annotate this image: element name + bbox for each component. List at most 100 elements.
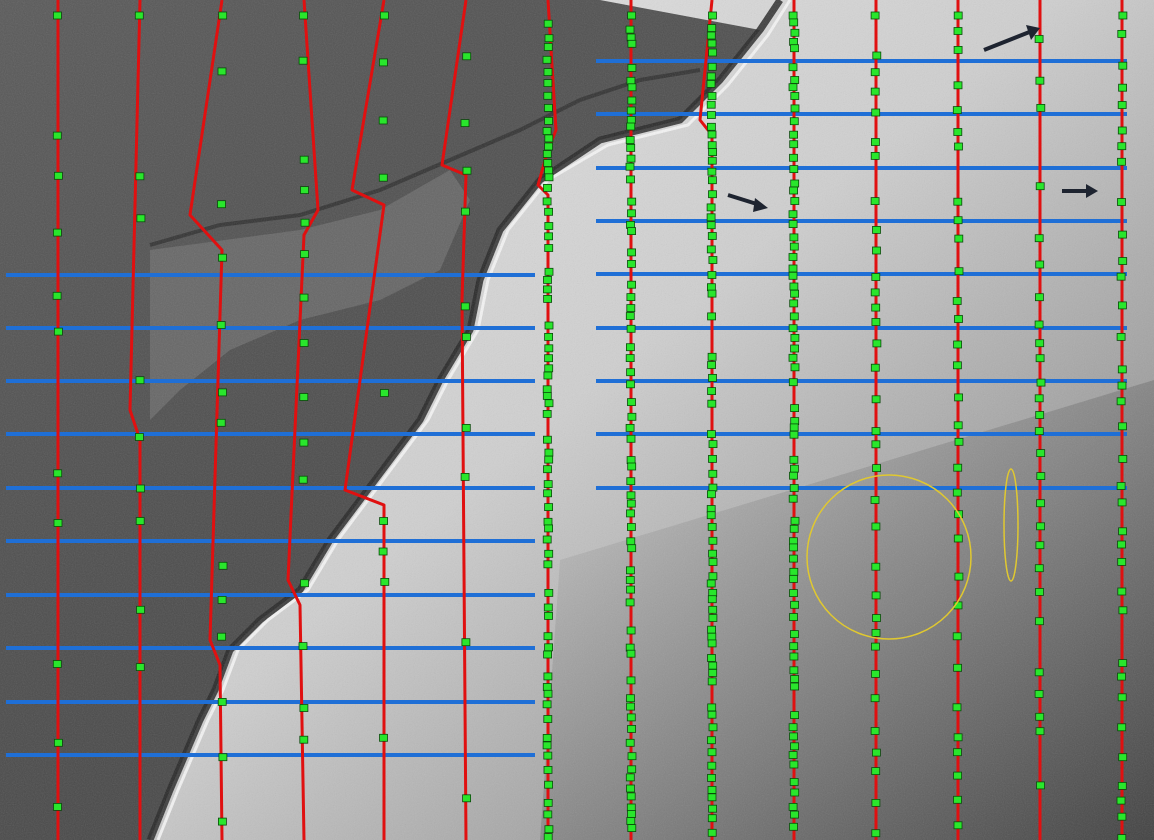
sample-point [871,629,881,637]
sample-point [1117,834,1127,840]
sample-point [1036,522,1045,531]
sample-point [543,715,553,723]
blue-survey-transects [6,59,1127,757]
sample-point [626,106,636,115]
sample-point [461,423,471,432]
sample-point [626,803,636,812]
sample-point [708,11,717,20]
sample-point [954,437,964,446]
sample-point [790,44,799,53]
sample-point [626,792,636,801]
sample-point [379,389,389,397]
sample-point [707,289,717,298]
sample-point [136,484,145,493]
sample-point [707,710,717,719]
sample-point [543,751,553,760]
sample-point [953,748,962,757]
sample-point [1035,354,1045,363]
sample-point [707,748,717,757]
sample-point [218,11,228,20]
sample-point [789,471,798,480]
sample-point [707,122,716,131]
sample-point [1117,142,1127,151]
sample-point [707,828,717,837]
sample-point [1034,320,1044,329]
sample-point [1117,29,1127,38]
sample-point [790,333,800,342]
sample-point [954,142,963,151]
sample-point [299,393,309,401]
sample-point [542,535,552,544]
sample-point [626,566,635,575]
sample-point [706,100,716,109]
sample-point [707,761,717,770]
sample-point [1117,101,1127,109]
sample-point [789,732,798,741]
sample-point [627,227,636,236]
sample-point [544,612,553,620]
sample-point [543,68,553,76]
sample-point [299,438,309,447]
sample-point [626,143,636,152]
sample-point [1035,260,1045,269]
sample-point [53,469,63,478]
sample-point [788,723,798,732]
sample-point [871,108,881,117]
sample-point [53,803,62,811]
sample-point [544,344,554,353]
sample-point [707,167,717,176]
sample-point [708,483,718,492]
sample-point [788,83,798,92]
sample-point [1117,540,1126,549]
sample-point [542,391,552,400]
sample-point [954,572,964,581]
sample-point [626,537,636,546]
sample-point [953,663,962,672]
sample-point [953,534,963,543]
sample-point [708,549,717,558]
sample-point [627,248,636,257]
sample-point [1118,257,1128,265]
sample-point [543,672,553,681]
sample-point [789,778,799,786]
sample-point [626,456,636,465]
sample-point [707,312,716,321]
sample-point [1035,182,1045,191]
sample-point [790,675,799,683]
sample-point [706,511,716,520]
sample-point [626,343,635,352]
sample-point [789,554,798,563]
sample-point [790,516,800,525]
sample-point [300,250,309,259]
sample-point [707,774,716,782]
yellow-highlight-circle [806,474,972,640]
sample-point [871,273,881,281]
sample-point [789,140,799,149]
sample-point [543,91,553,100]
sample-point [627,544,637,553]
sample-point [1116,332,1126,341]
sample-point [626,116,636,124]
sample-point [544,232,553,241]
sample-point [625,312,635,320]
sample-point [788,803,798,811]
sample-point [788,220,798,229]
sample-point [626,175,635,184]
sample-point [626,784,635,793]
sample-point [707,361,716,369]
sample-point [626,491,636,500]
sample-point [790,711,799,719]
sample-point [625,738,635,747]
sample-point [870,87,880,96]
sample-point [788,378,798,387]
sample-point [542,734,552,742]
sample-point [871,427,881,436]
sample-point [378,173,388,182]
sample-point [300,579,309,588]
sample-point [790,788,800,797]
sample-point [625,598,635,607]
sample-point [379,733,388,742]
sample-point [460,302,470,311]
sample-point [871,318,881,326]
sample-point [707,232,717,240]
